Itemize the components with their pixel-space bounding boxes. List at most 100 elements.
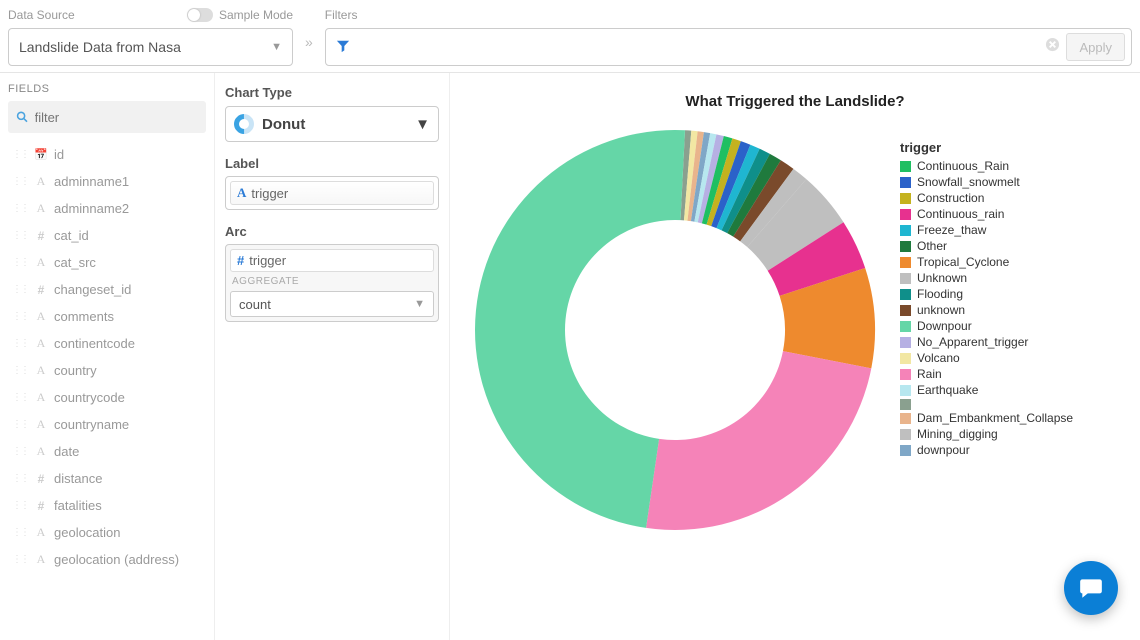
field-name: country <box>54 363 97 378</box>
field-item[interactable]: ⋮⋮Aadminname2 <box>8 195 206 222</box>
sample-mode-toggle[interactable]: Sample Mode <box>187 8 293 22</box>
number-type-icon: # <box>237 253 244 268</box>
field-item[interactable]: ⋮⋮#cat_id <box>8 222 206 249</box>
field-name: changeset_id <box>54 282 131 297</box>
legend-label: Flooding <box>917 287 963 302</box>
field-item[interactable]: ⋮⋮Aadminname1 <box>8 168 206 195</box>
field-item[interactable]: ⋮⋮Acountrycode <box>8 384 206 411</box>
legend-item[interactable] <box>900 399 1073 410</box>
label-chip[interactable]: A trigger <box>230 181 434 205</box>
chevron-right-icon: » <box>301 34 317 50</box>
field-type-icon: A <box>34 363 48 378</box>
legend-item[interactable]: Continuous_Rain <box>900 159 1073 174</box>
legend-label: Continuous_rain <box>917 207 1004 222</box>
label-field-well[interactable]: A trigger <box>225 176 439 210</box>
drag-handle-icon: ⋮⋮ <box>12 149 28 160</box>
search-icon <box>16 110 29 124</box>
drag-handle-icon: ⋮⋮ <box>12 230 28 241</box>
legend-swatch <box>900 353 911 364</box>
legend-swatch <box>900 273 911 284</box>
field-name: geolocation (address) <box>54 552 179 567</box>
field-item[interactable]: ⋮⋮#changeset_id <box>8 276 206 303</box>
drag-handle-icon: ⋮⋮ <box>12 338 28 349</box>
chart-type-select[interactable]: Donut ▼ <box>225 106 439 142</box>
arc-field-well[interactable]: # trigger AGGREGATE count ▼ <box>225 244 439 322</box>
field-item[interactable]: ⋮⋮Acomments <box>8 303 206 330</box>
legend-item[interactable]: Continuous_rain <box>900 207 1073 222</box>
clear-icon[interactable] <box>1045 37 1060 57</box>
drag-handle-icon: ⋮⋮ <box>12 284 28 295</box>
legend-item[interactable]: Mining_digging <box>900 427 1073 442</box>
field-item[interactable]: ⋮⋮Acontinentcode <box>8 330 206 357</box>
arc-chip[interactable]: # trigger <box>230 249 434 272</box>
field-item[interactable]: ⋮⋮#distance <box>8 465 206 492</box>
fields-search-input[interactable] <box>35 110 198 125</box>
field-name: comments <box>54 309 114 324</box>
legend-swatch <box>900 241 911 252</box>
sample-mode-label: Sample Mode <box>219 8 293 22</box>
chart-type-label: Chart Type <box>225 85 439 100</box>
legend-swatch <box>900 337 911 348</box>
field-item[interactable]: ⋮⋮ Ageolocation (address) <box>8 546 206 573</box>
drag-handle-icon: ⋮⋮ <box>12 203 28 214</box>
legend-item[interactable]: downpour <box>900 443 1073 458</box>
legend-label: unknown <box>917 303 965 318</box>
legend-swatch <box>900 385 911 396</box>
field-name: adminname1 <box>54 174 129 189</box>
legend-item[interactable]: Earthquake <box>900 383 1073 398</box>
field-name: geolocation <box>54 525 121 540</box>
legend-item[interactable]: Rain <box>900 367 1073 382</box>
legend-item[interactable]: Downpour <box>900 319 1073 334</box>
field-name: countrycode <box>54 390 125 405</box>
fields-search[interactable] <box>8 101 206 133</box>
legend-swatch <box>900 305 911 316</box>
legend-item[interactable]: Flooding <box>900 287 1073 302</box>
drag-handle-icon: ⋮⋮ <box>12 392 28 403</box>
chevron-down-icon: ▼ <box>415 116 430 133</box>
field-name: adminname2 <box>54 201 129 216</box>
field-type-icon: A <box>34 552 48 567</box>
legend-label: Continuous_Rain <box>917 159 1009 174</box>
data-source-select[interactable]: Landslide Data from Nasa ▼ <box>8 28 293 66</box>
chart-legend: trigger Continuous_RainSnowfall_snowmelt… <box>900 140 1073 459</box>
legend-item[interactable]: Freeze_thaw <box>900 223 1073 238</box>
toggle-icon <box>187 8 213 22</box>
field-item[interactable]: ⋮⋮Adate <box>8 438 206 465</box>
donut-chart[interactable] <box>470 120 880 530</box>
legend-item[interactable]: Construction <box>900 191 1073 206</box>
legend-label: Tropical_Cyclone <box>917 255 1009 270</box>
field-type-icon: A <box>34 417 48 432</box>
legend-swatch <box>900 445 911 456</box>
field-item[interactable]: ⋮⋮ Acountry <box>8 357 206 384</box>
field-name: distance <box>54 471 102 486</box>
legend-item[interactable]: Volcano <box>900 351 1073 366</box>
field-type-icon: A <box>34 309 48 324</box>
drag-handle-icon: ⋮⋮ <box>12 554 28 565</box>
drag-handle-icon: ⋮⋮ <box>12 365 28 376</box>
field-item[interactable]: ⋮⋮Acountryname <box>8 411 206 438</box>
chart-title: What Triggered the Landslide? <box>470 93 1120 110</box>
field-item[interactable]: ⋮⋮#fatalities <box>8 492 206 519</box>
apply-button[interactable]: Apply <box>1066 33 1125 61</box>
help-chat-button[interactable] <box>1064 561 1118 615</box>
legend-swatch <box>900 321 911 332</box>
arc-chip-text: trigger <box>249 253 286 268</box>
legend-swatch <box>900 209 911 220</box>
filter-input-box[interactable]: Apply <box>325 28 1132 66</box>
field-item[interactable]: ⋮⋮Ageolocation <box>8 519 206 546</box>
legend-item[interactable]: Dam_Embankment_Collapse <box>900 411 1073 426</box>
legend-item[interactable]: No_Apparent_trigger <box>900 335 1073 350</box>
field-item[interactable]: ⋮⋮📅id <box>8 141 206 168</box>
legend-item[interactable]: Unknown <box>900 271 1073 286</box>
legend-item[interactable]: unknown <box>900 303 1073 318</box>
aggregate-select[interactable]: count ▼ <box>230 291 434 317</box>
legend-item[interactable]: Snowfall_snowmelt <box>900 175 1073 190</box>
fields-title: FIELDS <box>8 83 206 95</box>
legend-item[interactable]: Other <box>900 239 1073 254</box>
field-item[interactable]: ⋮⋮Acat_src <box>8 249 206 276</box>
legend-item[interactable]: Tropical_Cyclone <box>900 255 1073 270</box>
field-name: cat_id <box>54 228 89 243</box>
legend-swatch <box>900 177 911 188</box>
legend-swatch <box>900 429 911 440</box>
field-name: countryname <box>54 417 129 432</box>
